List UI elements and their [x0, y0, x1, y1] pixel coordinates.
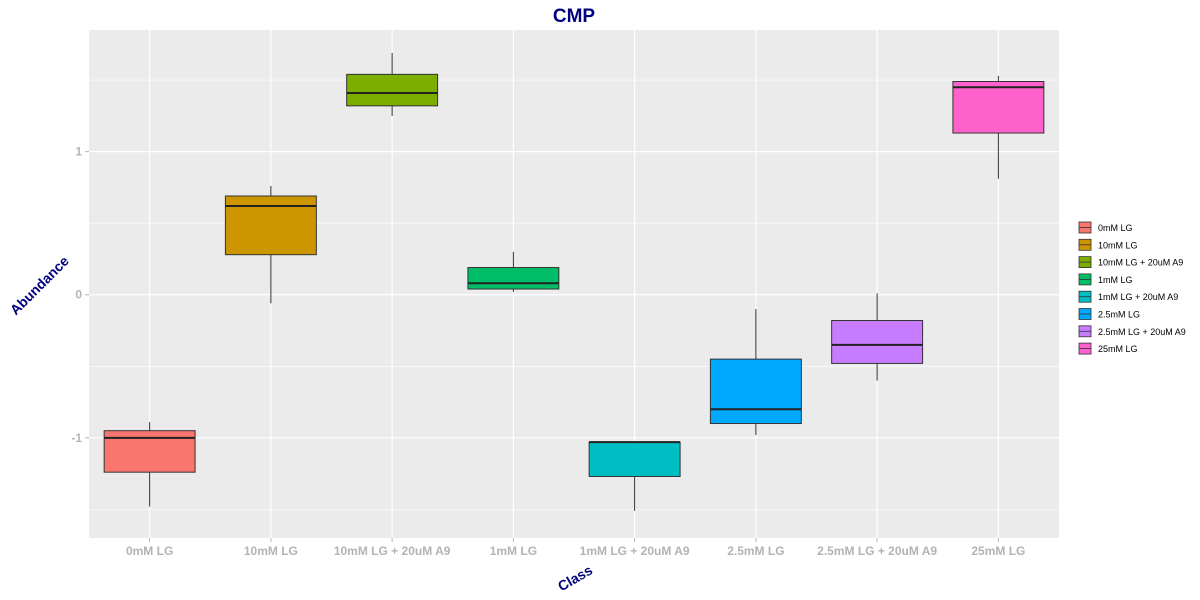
y-axis-ticks: -1 0 1 [71, 145, 89, 445]
box-1 [224, 185, 317, 304]
box-4 [588, 441, 681, 511]
box-2 [346, 52, 439, 116]
x-tick-label: 25mM LG [971, 544, 1025, 558]
box-body [831, 319, 924, 364]
box-body [709, 358, 802, 425]
box-body [952, 81, 1045, 134]
x-tick-label: 1mM LG + 20uM A9 [580, 544, 690, 558]
x-tick-label: 10mM LG [244, 544, 298, 558]
box-0 [103, 422, 196, 507]
major-gridlines [89, 30, 1059, 538]
legend-label: 0mM LG [1098, 223, 1133, 233]
box-body [588, 441, 681, 477]
box-5 [709, 309, 802, 435]
y-tick-label: -1 [71, 431, 82, 445]
x-axis-ticks: 0mM LG 10mM LG 10mM LG + 20uM A9 1mM LG 1mM … [126, 538, 1025, 558]
box-body [467, 267, 560, 290]
legend-item: 25mM LG [1078, 342, 1138, 355]
x-tick-label: 0mM LG [126, 544, 173, 558]
x-tick-label: 2.5mM LG + 20uM A9 [817, 544, 937, 558]
box-6 [831, 293, 924, 381]
legend-label: 1mM LG [1098, 275, 1133, 285]
legend-label: 2.5mM LG + 20uM A9 [1098, 327, 1186, 337]
legend-label: 2.5mM LG [1098, 310, 1140, 320]
legend-item: 1mM LG [1078, 273, 1133, 286]
legend-label: 10mM LG + 20uM A9 [1098, 258, 1183, 268]
legend-item: 10mM LG [1078, 238, 1138, 251]
legend-item: 2.5mM LG + 20uM A9 [1078, 325, 1186, 338]
box-body [346, 73, 439, 107]
legend-label: 25mM LG [1098, 344, 1138, 354]
box-7 [952, 75, 1045, 179]
legend-item: 0mM LG [1078, 221, 1133, 234]
y-axis-title: Abundance [7, 253, 72, 318]
legend-item: 10mM LG + 20uM A9 [1078, 256, 1183, 269]
y-tick-label: 1 [75, 145, 82, 159]
boxes [103, 52, 1045, 511]
box-3 [467, 251, 560, 292]
legend-label: 1mM LG + 20uM A9 [1098, 292, 1178, 302]
legend: 0mM LG 10mM LG 10mM LG + 20uM A9 1mM LG 1mM … [1078, 221, 1186, 355]
legend-item: 1mM LG + 20uM A9 [1078, 290, 1178, 303]
x-axis-title: Class [555, 562, 596, 595]
legend-item: 2.5mM LG [1078, 308, 1140, 320]
x-tick-label: 1mM LG [490, 544, 537, 558]
box-body [224, 195, 317, 256]
y-tick-label: 0 [75, 288, 82, 302]
plot-panel [89, 30, 1059, 538]
x-tick-label: 10mM LG + 20uM A9 [334, 544, 451, 558]
x-tick-label: 2.5mM LG [727, 544, 784, 558]
legend-label: 10mM LG [1098, 240, 1138, 250]
chart-title: CMP [553, 6, 596, 27]
